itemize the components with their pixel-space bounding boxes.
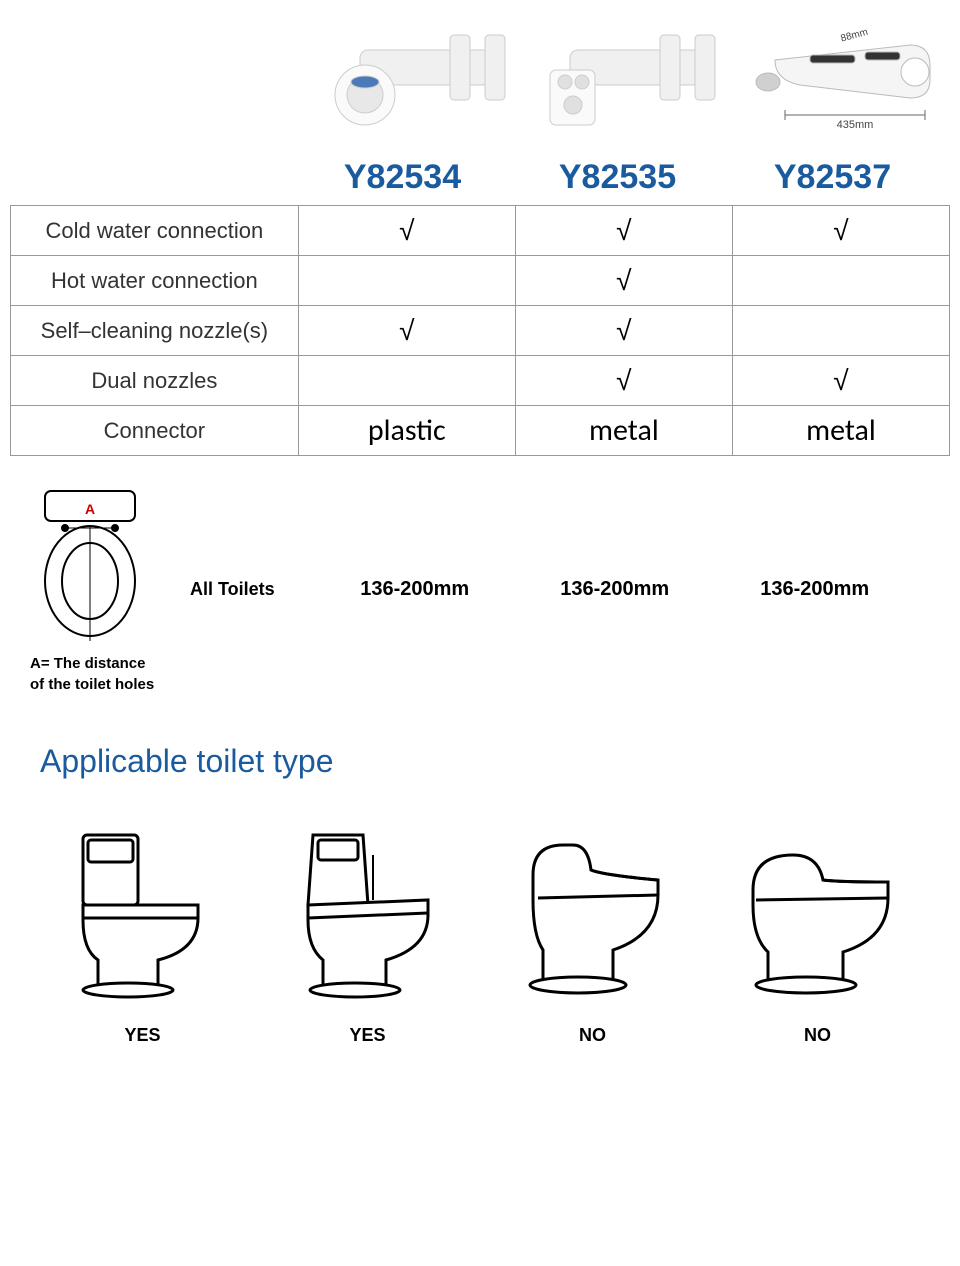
bidet-icon: 435mm 88mm [750,20,940,140]
toilet-type-label: YES [43,1025,243,1046]
hole-range-1: 136-200mm [315,578,515,601]
feature-value: √ [732,206,949,256]
feature-label: Hot water connection [11,256,299,306]
check-icon: √ [616,365,631,396]
feature-value: √ [298,306,515,356]
toilet-side-icon [288,820,448,1000]
model-headers-row: Y82534 Y82535 Y82537 [0,150,960,205]
hole-range-2: 136-200mm [515,578,715,601]
toilet-side-icon [738,820,898,1000]
feature-value: √ [515,356,732,406]
feature-value: metal [515,406,732,456]
toilet-type-label: YES [268,1025,468,1046]
product-image-2 [540,20,730,140]
toilet-side-icon [513,820,673,1000]
toilet-holes-diagram: A A= The distance of the toilet holes [30,486,160,693]
toilet-type-4: NO [718,820,918,1046]
feature-value: √ [515,256,732,306]
comparison-table: Cold water connection√√√Hot water connec… [10,205,950,456]
bidet-icon [540,20,730,140]
bidet-icon [330,20,520,140]
diagram-caption-1: A= The distance [30,655,160,672]
feature-value: √ [298,206,515,256]
model-header-3: Y82537 [725,150,940,205]
toilet-holes-section: A A= The distance of the toilet holes Al… [0,456,960,713]
model-header-1: Y82534 [295,150,510,205]
check-icon: √ [616,215,631,246]
product-image-3: 435mm 88mm [750,20,940,140]
feature-label: Dual nozzles [11,356,299,406]
toilet-side-icon [63,820,223,1000]
table-row: Hot water connection √ [11,256,950,306]
table-row: Connectorplasticmetalmetal [11,406,950,456]
applicable-title: Applicable toilet type [0,713,960,800]
toilet-type-1: YES [43,820,243,1046]
feature-label: Connector [11,406,299,456]
feature-value [298,256,515,306]
toilet-types-row: YES YES NO [0,800,960,1086]
feature-value [732,306,949,356]
feature-value: metal [732,406,949,456]
check-icon: √ [399,315,414,346]
check-icon: √ [616,265,631,296]
check-icon: √ [833,365,848,396]
dim-width-label: 435mm [837,119,874,131]
hole-range-3: 136-200mm [715,578,915,601]
table-row: Cold water connection √ √ √ [11,206,950,256]
toilet-top-icon: A [30,486,150,646]
product-image-1 [330,20,520,140]
table-row: Dual nozzles √ √ [11,356,950,406]
dim-depth-label: 88mm [840,27,870,45]
feature-value [298,356,515,406]
feature-label: Self–cleaning nozzle(s) [11,306,299,356]
table-row: Self–cleaning nozzle(s) √ √ [11,306,950,356]
check-icon: √ [833,215,848,246]
dim-letter: A [85,501,95,517]
check-icon: √ [616,315,631,346]
toilet-type-3: NO [493,820,693,1046]
check-icon: √ [399,215,414,246]
feature-value: √ [732,356,949,406]
feature-value: √ [515,306,732,356]
feature-label: Cold water connection [11,206,299,256]
toilet-type-2: YES [268,820,468,1046]
toilet-type-label: NO [718,1025,918,1046]
feature-value [732,256,949,306]
diagram-caption-2: of the toilet holes [30,676,160,693]
product-images-row: 435mm 88mm [0,0,960,150]
toilet-type-label: NO [493,1025,693,1046]
model-header-2: Y82535 [510,150,725,205]
all-toilets-label: All Toilets [190,579,275,600]
feature-value: plastic [298,406,515,456]
feature-value: √ [515,206,732,256]
